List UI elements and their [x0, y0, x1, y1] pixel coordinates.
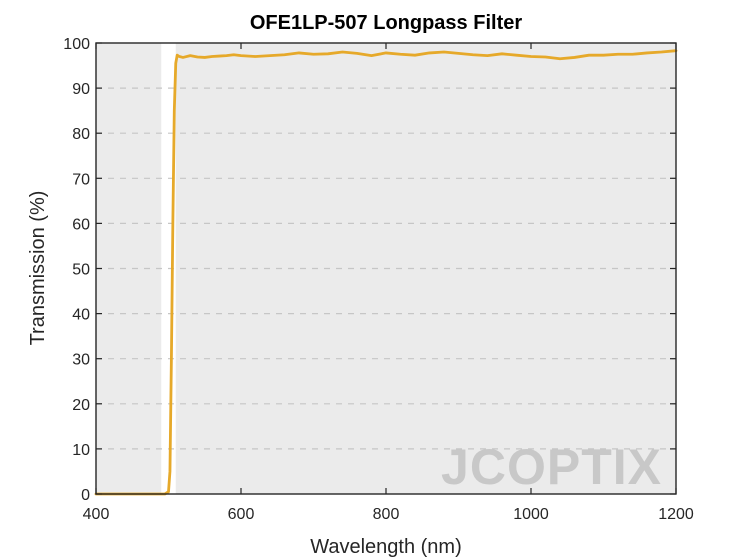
chart-title: OFE1LP-507 Longpass Filter [250, 12, 523, 34]
shaded-region-left [96, 43, 162, 494]
x-tick-label-800: 800 [373, 506, 400, 523]
y-tick-label-80: 80 [72, 126, 90, 143]
y-tick-label-90: 90 [72, 81, 90, 98]
watermark: JCOPTIX [441, 439, 662, 495]
series-layer [94, 49, 678, 496]
y-tick-label-70: 70 [72, 171, 90, 188]
x-tick-label-1200: 1200 [658, 506, 694, 523]
y-tick-label-0: 0 [81, 487, 90, 504]
watermark-logo: JCOPTIX [441, 439, 662, 495]
x-axis-label: Wavelength (nm) [310, 536, 462, 558]
y-axis-label: Transmission (%) [27, 191, 49, 346]
y-tick-label-100: 100 [63, 36, 90, 53]
grid-lines [96, 87, 676, 450]
y-axis-ticks: 0 10 20 30 40 50 60 70 80 90 100 [63, 36, 676, 504]
y-tick-label-20: 20 [72, 397, 90, 414]
x-tick-label-400: 400 [83, 506, 110, 523]
x-tick-label-600: 600 [228, 506, 255, 523]
x-tick-label-1000: 1000 [513, 506, 549, 523]
y-tick-label-30: 30 [72, 352, 90, 369]
y-tick-label-40: 40 [72, 307, 90, 324]
x-axis-ticks: 400 600 800 1000 1200 [83, 43, 694, 523]
series-line-0 [94, 49, 678, 496]
y-tick-label-50: 50 [72, 262, 90, 279]
y-tick-label-10: 10 [72, 442, 90, 459]
y-tick-label-60: 60 [72, 216, 90, 233]
